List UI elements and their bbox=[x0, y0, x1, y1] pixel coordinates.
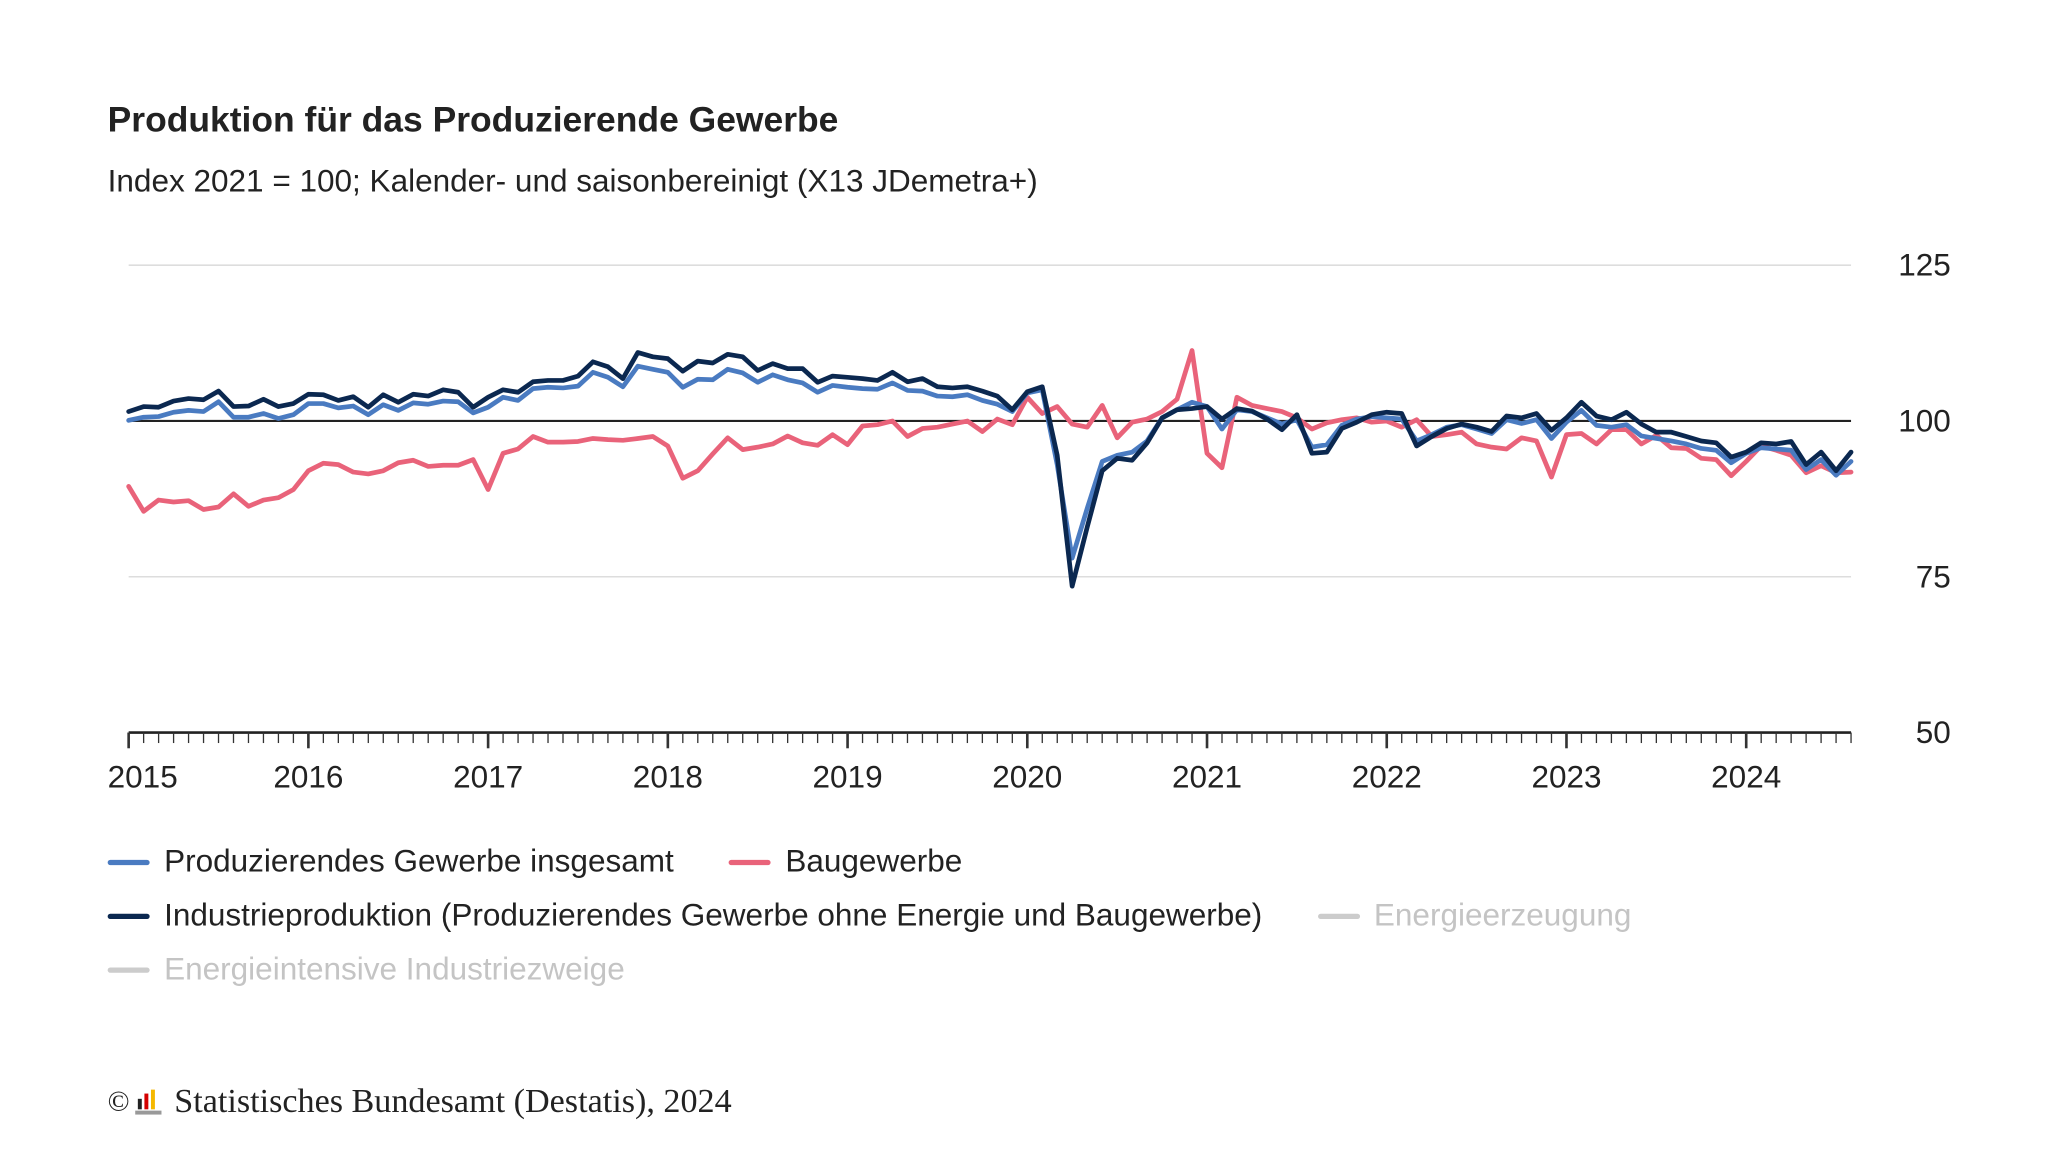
legend-row: Industrieproduktion (Produzierendes Gewe… bbox=[107, 889, 1893, 943]
legend-item[interactable]: Produzierendes Gewerbe insgesamt bbox=[107, 843, 674, 880]
x-tick-label: 2023 bbox=[1531, 759, 1601, 795]
y-tick-label: 125 bbox=[1898, 247, 1951, 283]
line-chart: 50 75 100 125 2015 2016 2017 2018 2019 2020 2021 20… bbox=[108, 247, 1951, 795]
legend-swatch-icon bbox=[107, 913, 150, 919]
x-tick-label: 2019 bbox=[813, 759, 883, 795]
legend-label: Energieintensive Industriezweige bbox=[164, 951, 625, 987]
x-tick-label: 2020 bbox=[992, 759, 1062, 795]
legend-item[interactable]: Energieintensive Industriezweige bbox=[107, 951, 625, 988]
legend-label: Industrieproduktion (Produzierendes Gewe… bbox=[164, 897, 1263, 933]
legend: Produzierendes Gewerbe insgesamt Baugewer… bbox=[107, 835, 1893, 997]
y-tick-label: 75 bbox=[1916, 558, 1951, 594]
x-tick-label: 2017 bbox=[453, 759, 523, 795]
legend-item[interactable]: Industrieproduktion (Produzierendes Gewe… bbox=[107, 897, 1263, 934]
x-tick-label: 2018 bbox=[633, 759, 703, 795]
x-tick-label: 2021 bbox=[1172, 759, 1242, 795]
legend-swatch-icon bbox=[107, 859, 150, 865]
series-line-1 bbox=[126, 348, 1854, 514]
legend-item[interactable]: Energieerzeugung bbox=[1317, 897, 1631, 934]
chart-subtitle: Index 2021 = 100; Kalender- und saisonbe… bbox=[107, 164, 1038, 200]
chart-title: Produktion für das Produzierende Gewerbe bbox=[107, 99, 839, 140]
legend-swatch-icon bbox=[728, 859, 771, 865]
legend-label: Energieerzeugung bbox=[1373, 897, 1632, 933]
legend-row: Produzierendes Gewerbe insgesamt Baugewer… bbox=[107, 835, 1893, 889]
destatis-logo-icon bbox=[134, 1088, 164, 1115]
series-line-0 bbox=[126, 363, 1854, 561]
source-text: Statistisches Bundesamt (Destatis), 2024 bbox=[174, 1081, 732, 1120]
legend-label: Produzierendes Gewerbe insgesamt bbox=[164, 843, 674, 879]
legend-label: Baugewerbe bbox=[785, 843, 963, 879]
x-tick-label: 2022 bbox=[1352, 759, 1422, 795]
legend-swatch-icon bbox=[1317, 913, 1360, 919]
legend-swatch-icon bbox=[107, 966, 150, 973]
y-tick-label: 100 bbox=[1898, 402, 1951, 438]
legend-item[interactable]: Baugewerbe bbox=[728, 843, 963, 880]
y-tick-label: 50 bbox=[1916, 714, 1951, 750]
x-tick-label: 2024 bbox=[1711, 759, 1781, 795]
footer: © Statistisches Bundesamt (Destatis), 20… bbox=[108, 1082, 732, 1121]
series-line-2 bbox=[126, 350, 1854, 589]
legend-row: Energieintensive Industriezweige bbox=[107, 943, 1893, 997]
copyright-symbol: © bbox=[107, 1084, 130, 1118]
x-tick-label: 2016 bbox=[273, 759, 343, 795]
x-tick-label: 2015 bbox=[108, 759, 178, 795]
